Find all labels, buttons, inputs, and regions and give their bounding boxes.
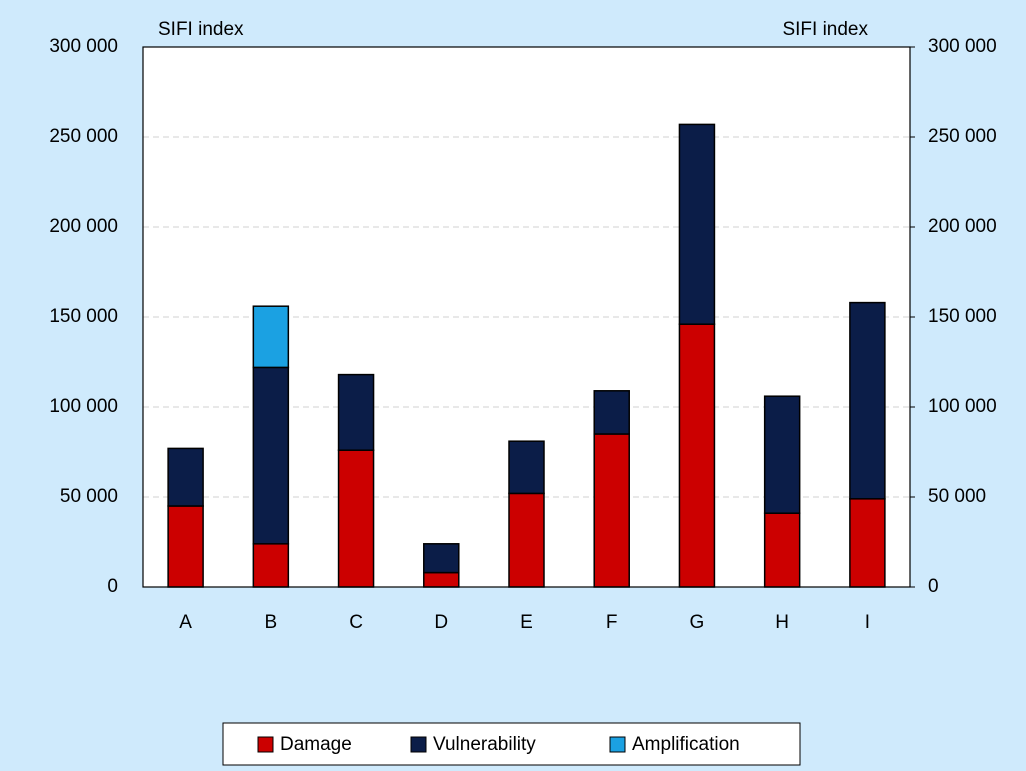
- bar-segment: [167, 447, 204, 507]
- y2-tick-label: 0: [928, 576, 939, 597]
- x-tick-label: C: [349, 612, 363, 633]
- y-tick-label: 0: [107, 576, 118, 597]
- y2-tick-label: 200 000: [928, 216, 997, 237]
- bar-segment: [423, 543, 460, 574]
- legend-swatch: [609, 736, 626, 753]
- legend-box: [222, 722, 801, 766]
- x-tick-label: G: [690, 612, 705, 633]
- y-tick-label: 250 000: [49, 126, 118, 147]
- y2-tick-label: 250 000: [928, 126, 997, 147]
- bar-segment: [252, 366, 290, 545]
- y-tick-label: 150 000: [49, 306, 118, 327]
- legend-swatch: [410, 736, 427, 753]
- bar-segment: [849, 498, 886, 588]
- plot-border: [142, 46, 911, 588]
- y-tick-label: 200 000: [49, 216, 118, 237]
- y-axis-title: SIFI index: [158, 19, 244, 40]
- x-tick-label: I: [865, 612, 870, 633]
- y2-tick-label: 150 000: [928, 306, 997, 327]
- bar-segment: [763, 395, 801, 514]
- bar-segment: [508, 440, 545, 495]
- y-tick-label: 300 000: [49, 36, 118, 57]
- bar-segment: [423, 571, 460, 588]
- bar-segment: [849, 301, 886, 500]
- x-tick-label: F: [606, 612, 618, 633]
- bar-segment: [763, 512, 801, 588]
- bar-segment: [337, 373, 375, 451]
- bar-segment: [337, 449, 375, 588]
- bar-segment: [678, 123, 716, 325]
- legend-label: Amplification: [632, 734, 740, 755]
- y2-tick-label: 50 000: [928, 486, 986, 507]
- bar-segment: [678, 323, 716, 588]
- bar-segment: [508, 492, 545, 588]
- y2-axis-title: SIFI index: [782, 19, 868, 40]
- legend-swatch: [257, 736, 274, 753]
- bar-segment: [593, 433, 630, 588]
- bar-segment: [252, 543, 290, 588]
- y-tick-label: 100 000: [49, 396, 118, 417]
- bar-segment: [593, 390, 630, 435]
- x-tick-label: A: [179, 612, 192, 633]
- y2-tick-label: 100 000: [928, 396, 997, 417]
- legend-label: Damage: [280, 734, 352, 755]
- bar-segment: [167, 505, 204, 588]
- x-tick-label: H: [775, 612, 789, 633]
- x-tick-label: B: [264, 612, 277, 633]
- legend-label: Vulnerability: [433, 734, 536, 755]
- x-tick-label: E: [520, 612, 533, 633]
- y-tick-label: 50 000: [60, 486, 118, 507]
- bar-segment: [252, 305, 290, 369]
- x-tick-label: D: [434, 612, 448, 633]
- y2-tick-label: 300 000: [928, 36, 997, 57]
